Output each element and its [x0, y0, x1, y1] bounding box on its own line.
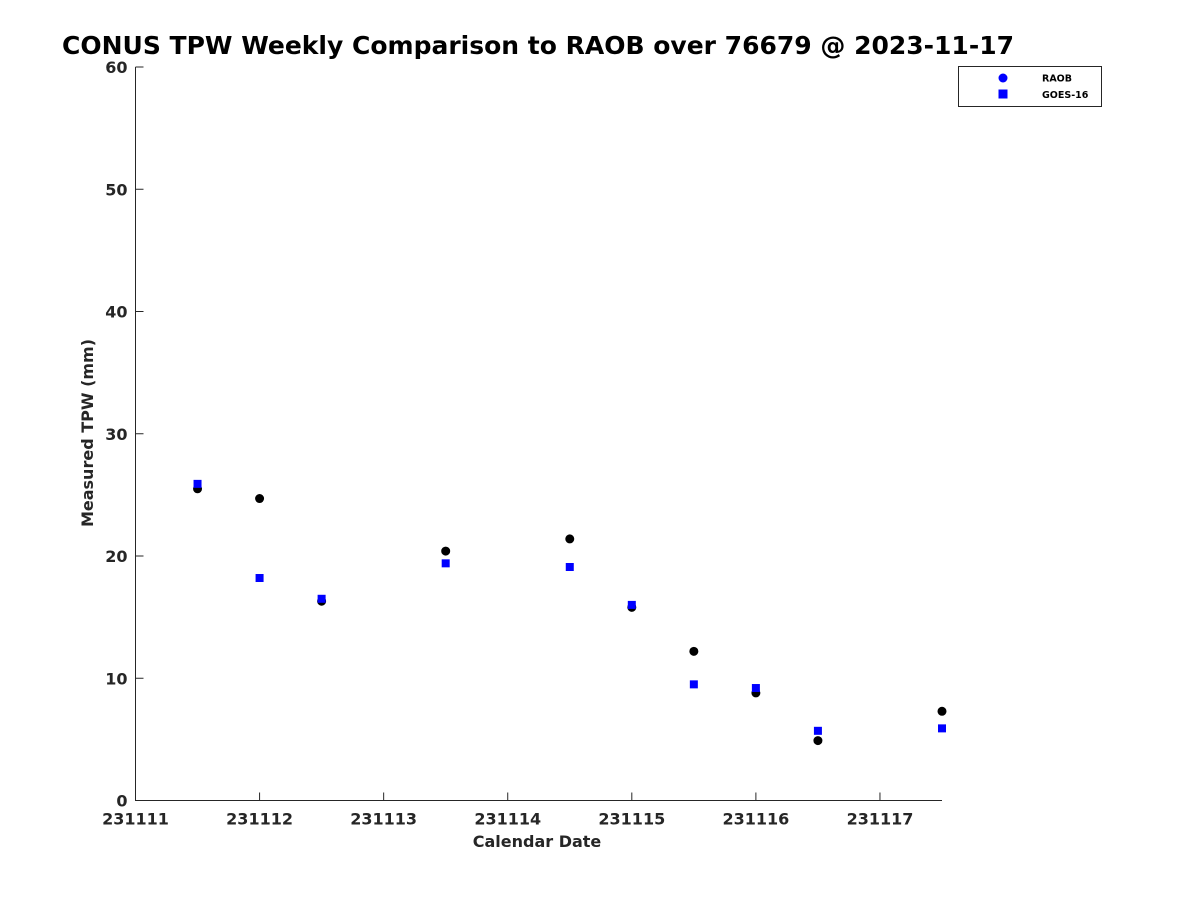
goes-16-point: [751, 684, 760, 693]
goes-16-point: [689, 680, 698, 689]
legend-raob-label: RAOB: [1042, 74, 1072, 85]
goes-16-point: [255, 574, 264, 583]
series-goes-16: [193, 479, 946, 735]
chart-title: CONUS TPW Weekly Comparison to RAOB over…: [62, 31, 1014, 60]
raob-point: [689, 646, 699, 656]
legend: RAOB GOES-16: [958, 66, 1102, 107]
y-tick-label: 10: [105, 669, 127, 688]
legend-goes-16-label: GOES-16: [1042, 90, 1089, 101]
y-tick-label: 50: [105, 180, 127, 199]
x-tick-label: 231117: [847, 810, 914, 829]
goes-16-point: [938, 724, 946, 733]
x-tick-label: 231115: [598, 810, 665, 829]
axes: [135, 67, 942, 801]
legend-goes-16-marker: [998, 89, 1008, 99]
raob-point: [441, 546, 451, 556]
x-tick-label: 231112: [226, 810, 293, 829]
raob-point: [937, 706, 947, 716]
x-tick-label: 231111: [102, 810, 169, 829]
y-tick-label: 30: [105, 425, 127, 444]
raob-point: [565, 534, 575, 544]
x-tick-label: 231113: [350, 810, 417, 829]
legend-box: [958, 66, 1102, 107]
y-tick-label: 20: [105, 547, 127, 566]
x-ticks: 231111 231112 231113 231114 231115 231116 2311…: [102, 792, 914, 829]
y-tick-label: 0: [116, 792, 127, 811]
y-tick-label: 40: [105, 303, 127, 322]
x-axis-label: Calendar Date: [473, 832, 602, 851]
legend-raob-marker: [998, 73, 1008, 83]
x-tick-label: 231114: [474, 810, 541, 829]
raob-point: [255, 494, 265, 504]
raob-point: [813, 736, 823, 746]
y-axis-label: Measured TPW (mm): [78, 339, 97, 527]
x-tick-label: 231116: [722, 810, 789, 829]
goes-16-point: [441, 559, 450, 568]
goes-16-point: [193, 479, 202, 488]
goes-16-point: [565, 563, 574, 572]
series-raob: [193, 484, 947, 746]
goes-16-point: [317, 594, 326, 603]
y-ticks: 0 10 20 30 40 50 60: [105, 58, 144, 811]
goes-16-point: [813, 726, 822, 735]
y-tick-label: 60: [105, 58, 127, 77]
goes-16-point: [627, 600, 636, 609]
